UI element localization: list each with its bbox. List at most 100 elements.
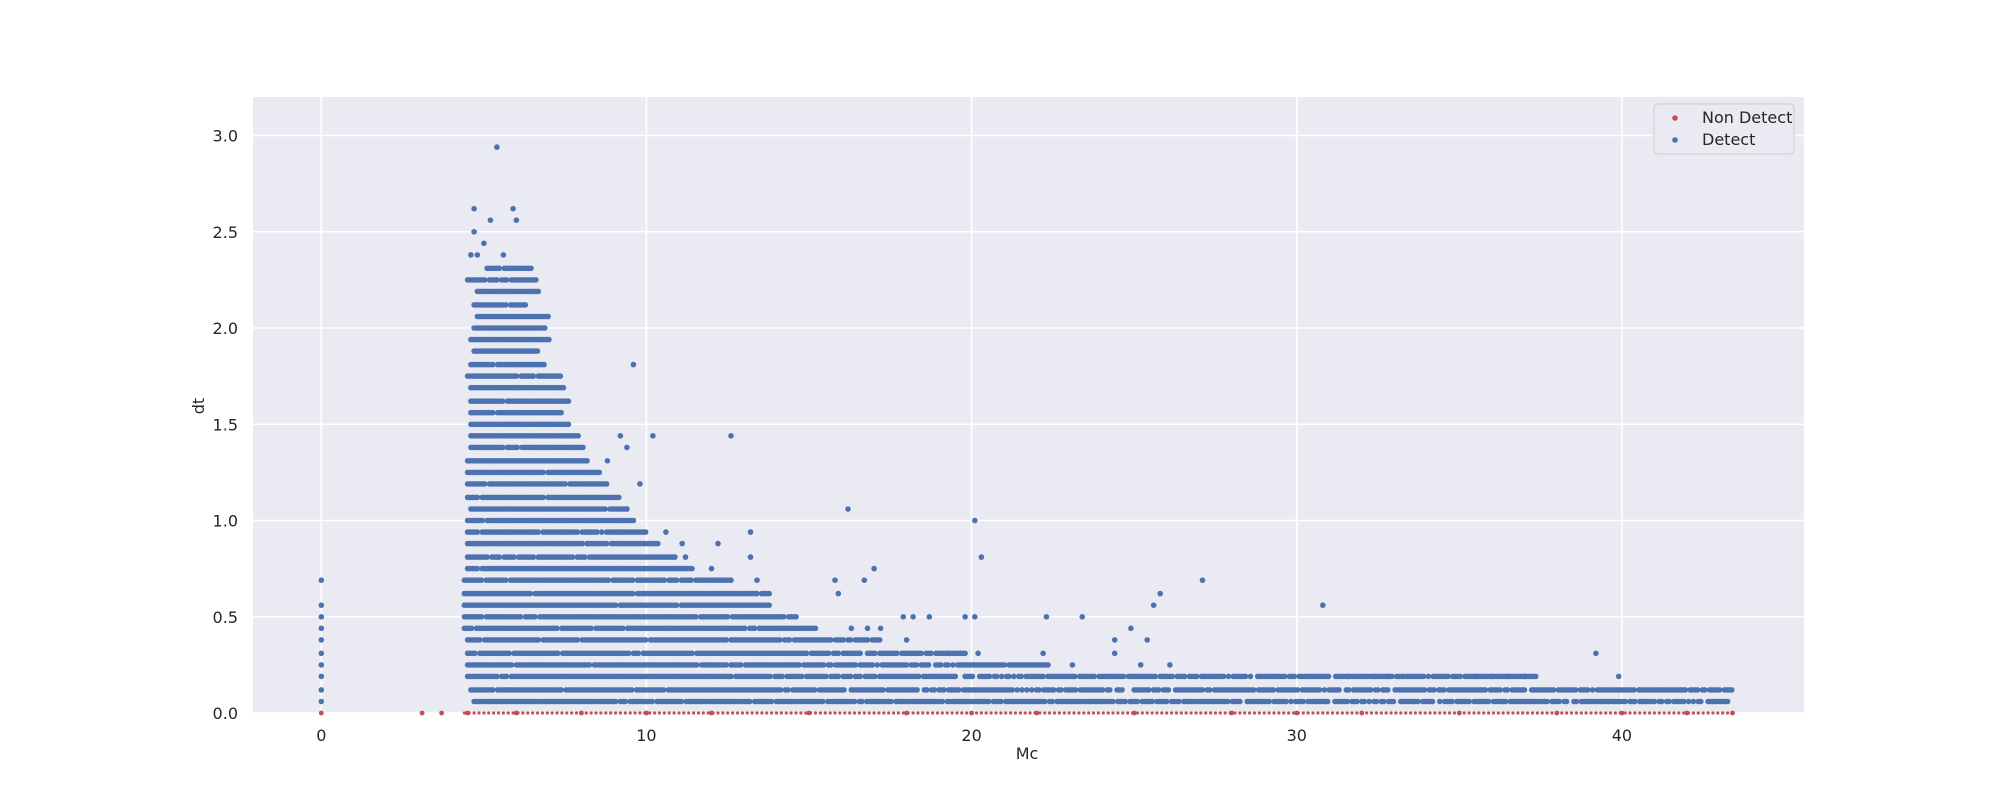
data-point-non-detect xyxy=(570,711,574,715)
data-point-detect xyxy=(1237,698,1243,705)
data-point-non-detect xyxy=(472,711,476,715)
data-point-detect xyxy=(1072,687,1079,693)
data-point-non-detect xyxy=(770,711,774,715)
data-point-detect xyxy=(474,252,481,258)
legend-label-detect: Detect xyxy=(1702,130,1755,149)
data-point-non-detect xyxy=(745,711,749,715)
data-point-detect xyxy=(1572,687,1579,693)
data-point-non-detect xyxy=(701,711,705,715)
data-point-detect xyxy=(1437,698,1443,705)
data-point-non-detect xyxy=(1311,711,1315,715)
data-point-detect xyxy=(1181,673,1188,680)
data-point-detect xyxy=(605,577,611,583)
data-point-detect xyxy=(1058,687,1064,693)
data-point-non-detect xyxy=(506,711,510,715)
data-point-non-detect xyxy=(1218,711,1222,715)
x-tick-label: 30 xyxy=(1287,726,1307,745)
data-point-non-detect xyxy=(857,711,862,715)
data-point-detect xyxy=(937,662,944,668)
data-point-detect xyxy=(1589,687,1596,693)
data-point-non-detect xyxy=(1579,711,1583,715)
data-point-non-detect xyxy=(935,711,940,715)
data-point-detect xyxy=(1199,577,1206,583)
data-point-detect xyxy=(318,687,325,693)
data-point-non-detect xyxy=(628,711,632,715)
data-point-detect xyxy=(708,565,715,572)
data-point-detect xyxy=(998,673,1005,680)
data-point-non-detect xyxy=(1438,711,1442,715)
data-point-detect xyxy=(962,614,968,620)
y-axis-label: dt xyxy=(189,398,208,414)
data-point-detect xyxy=(604,458,611,464)
data-point-detect xyxy=(1199,687,1206,693)
data-point-detect xyxy=(1532,673,1539,680)
data-point-detect xyxy=(941,687,947,693)
data-point-detect xyxy=(869,662,876,668)
data-point-detect xyxy=(565,421,572,428)
data-point-detect xyxy=(678,698,685,705)
data-point-non-detect xyxy=(852,711,857,715)
data-point-detect xyxy=(490,409,496,416)
data-point-non-detect xyxy=(1701,711,1705,715)
data-point-non-detect xyxy=(1530,711,1535,715)
data-point-non-detect xyxy=(1404,711,1408,715)
data-point-detect xyxy=(554,625,560,632)
data-point-non-detect xyxy=(1204,711,1208,715)
data-point-detect xyxy=(574,637,581,643)
data-point-non-detect xyxy=(1691,711,1695,715)
data-point-detect xyxy=(1224,698,1231,705)
data-point-non-detect xyxy=(545,711,549,715)
data-point-detect xyxy=(500,252,507,258)
legend-marker-non-detect xyxy=(1672,115,1678,121)
y-tick-label: 2.0 xyxy=(213,319,238,338)
data-point-detect xyxy=(318,673,325,680)
data-point-detect xyxy=(1149,698,1155,705)
data-point-detect xyxy=(1320,602,1326,608)
data-point-detect xyxy=(835,673,842,680)
data-point-detect xyxy=(1011,673,1017,680)
data-point-detect xyxy=(586,662,593,668)
data-point-detect xyxy=(1167,662,1173,668)
data-point-detect xyxy=(751,625,758,632)
data-point-non-detect xyxy=(1189,711,1193,715)
legend-label-non-detect: Non Detect xyxy=(1702,108,1792,127)
data-point-detect xyxy=(472,650,478,657)
data-point-non-detect xyxy=(1184,711,1188,715)
data-point-detect xyxy=(1247,673,1254,680)
data-point-non-detect xyxy=(1355,711,1359,715)
data-point-detect xyxy=(742,625,748,632)
data-point-detect xyxy=(602,506,608,512)
data-point-non-detect xyxy=(667,711,671,715)
data-point-detect xyxy=(1445,673,1451,680)
data-point-detect xyxy=(1111,637,1118,643)
data-point-non-detect xyxy=(1155,711,1159,715)
data-point-non-detect xyxy=(765,711,769,715)
data-point-detect xyxy=(533,277,539,283)
data-point-detect xyxy=(1563,698,1570,705)
data-point-non-detect xyxy=(487,711,491,715)
data-point-detect xyxy=(766,602,772,608)
data-point-non-detect xyxy=(921,711,925,715)
data-point-non-detect xyxy=(1550,711,1554,715)
data-point-detect xyxy=(527,590,533,597)
data-point-detect xyxy=(777,687,784,693)
data-point-non-detect xyxy=(462,711,466,715)
data-point-detect xyxy=(785,687,791,693)
data-point-non-detect xyxy=(584,711,588,715)
data-point-non-detect xyxy=(318,710,324,716)
data-point-detect xyxy=(318,577,325,583)
data-point-non-detect xyxy=(560,711,564,715)
data-point-detect xyxy=(1321,687,1328,693)
data-point-non-detect xyxy=(1023,711,1027,715)
data-point-detect xyxy=(835,590,842,597)
data-point-detect xyxy=(1043,614,1050,620)
data-point-non-detect xyxy=(1574,711,1578,715)
data-point-detect xyxy=(629,590,636,597)
data-point-detect xyxy=(1497,687,1503,693)
data-point-non-detect xyxy=(1072,711,1076,715)
data-point-detect xyxy=(1050,687,1057,693)
data-point-detect xyxy=(481,277,488,283)
data-point-detect xyxy=(558,687,564,693)
data-point-detect xyxy=(946,650,952,657)
y-tick-labels: 0.0 0.5 1.0 1.5 2.0 2.5 3.0 xyxy=(213,127,238,724)
